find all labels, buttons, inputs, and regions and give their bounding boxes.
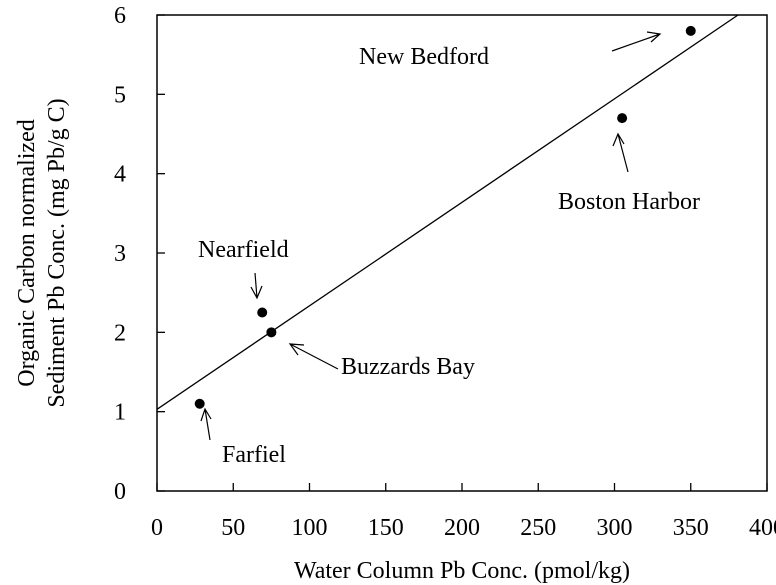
y-tick-label: 1: [114, 400, 126, 426]
arrow-farfiel: [200, 407, 212, 441]
x-tick-label: 100: [292, 515, 328, 541]
data-point-farfiel: [194, 398, 205, 409]
y-tick-label: 0: [114, 479, 126, 505]
y-tick-label: 4: [114, 162, 126, 188]
x-tick-label: 250: [520, 515, 556, 541]
y-axis-ticks: 0 1 2 3 4 5 6: [114, 3, 165, 505]
x-tick-label: 0: [151, 515, 163, 541]
annotation-nearfield: Nearfield: [198, 237, 289, 263]
data-point-boston-harbor: [617, 113, 628, 124]
y-axis-title-line-1: Organic Carbon normalized: [14, 119, 40, 386]
annotation-buzzards-bay: Buzzards Bay: [341, 354, 475, 380]
x-tick-label: 400: [749, 515, 776, 541]
x-tick-label: 350: [673, 515, 709, 541]
annotation-arrows: [200, 31, 662, 441]
x-tick-label: 150: [368, 515, 404, 541]
x-tick-label: 200: [444, 515, 480, 541]
data-points: [194, 25, 696, 409]
x-tick-label: 50: [221, 515, 245, 541]
y-tick-label: 3: [114, 241, 126, 267]
regression-line: [156, 14, 739, 410]
data-point-nearfield: [257, 307, 268, 318]
annotation-farfiel: Farfiel: [222, 442, 286, 468]
arrow-buzzards-bay: [288, 343, 339, 370]
x-axis-ticks: 0 50 100 150 200 250 300 350 400: [151, 483, 776, 541]
annotation-new-bedford: New Bedford: [359, 44, 489, 70]
y-axis-title-line-2: Sediment Pb Conc. (mg Pb/g C): [44, 98, 70, 407]
y-tick-label: 2: [114, 320, 126, 346]
annotation-boston-harbor: Boston Harbor: [558, 189, 700, 215]
data-point-new-bedford: [685, 25, 696, 36]
arrow-nearfield: [250, 272, 263, 300]
y-tick-label: 6: [114, 3, 126, 29]
arrow-new-bedford: [611, 31, 662, 52]
y-tick-label: 5: [114, 82, 126, 108]
x-tick-label: 300: [597, 515, 633, 541]
x-axis-title: Water Column Pb Conc. (pmol/kg): [294, 558, 630, 584]
arrow-boston-harbor: [612, 132, 629, 173]
data-point-buzzards-bay: [266, 327, 277, 338]
